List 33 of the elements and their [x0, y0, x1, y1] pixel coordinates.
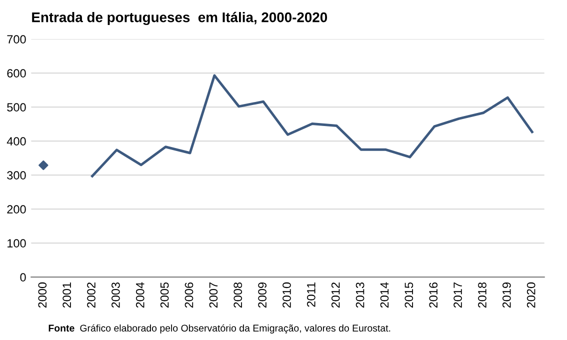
y-tick-label: 100	[8, 239, 26, 248]
x-tick-label: 2002	[87, 282, 96, 308]
line-series	[91, 74, 534, 178]
x-tick-label: 2008	[234, 282, 242, 308]
y-tick-label: 300	[7, 171, 26, 180]
x-tick-label: 2005	[160, 282, 169, 308]
text: Gráfico elaborado pelo Observatório da Emigração, valores do Eurostat.	[80, 324, 390, 334]
x-tick-label: 2012	[331, 282, 340, 308]
x-tick-label: 2014	[380, 282, 389, 308]
y-tick-label: 400	[6, 137, 26, 146]
y-tick-label: 500	[7, 103, 26, 112]
x-tick-label: 2001	[62, 282, 72, 308]
x-tick-label: 2000	[38, 282, 47, 308]
y-tick-label: 200	[7, 205, 26, 214]
x-tick-label: 2011	[306, 282, 316, 307]
y-tick-label: 700	[7, 35, 26, 44]
x-tick-label: 2010	[282, 282, 291, 308]
x-tick-label: 2020	[526, 282, 536, 308]
chart-title: Entrada de portugueses em Itália, 2000-2020	[32, 12, 328, 26]
x-tick-label: 2015	[404, 282, 414, 308]
x-tick-label: 2013	[356, 282, 364, 308]
x-tick-label: 2016	[429, 282, 438, 308]
x-tick-label: 2004	[136, 282, 144, 308]
x-tick-label: 2003	[112, 282, 120, 308]
y-tick-label: 0	[20, 273, 26, 282]
y-tick-label: 600	[7, 69, 26, 78]
x-tick-label: 2006	[184, 282, 194, 308]
x-tick-label: 2019	[502, 282, 511, 308]
x-tick-label: 2009	[258, 282, 266, 308]
text: Fonte	[48, 324, 74, 332]
x-tick-label: 2018	[478, 282, 486, 308]
x-tick-label: 2017	[454, 282, 462, 308]
x-tick-label: 2007	[209, 282, 218, 308]
